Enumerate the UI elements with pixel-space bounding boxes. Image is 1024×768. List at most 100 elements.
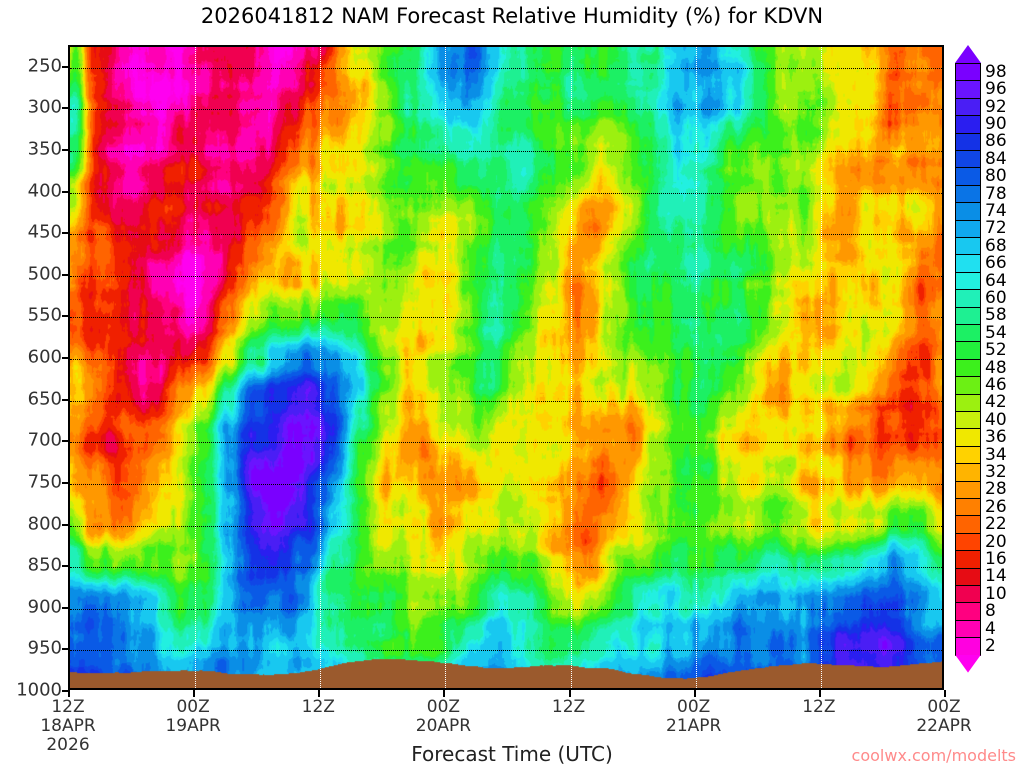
plot-area[interactable] xyxy=(68,45,944,690)
colorbar-tick-label: 20 xyxy=(985,531,1007,552)
colorbar-tick-label: 4 xyxy=(985,618,996,639)
colorbar-swatch[interactable] xyxy=(955,463,981,482)
y-tick-label: 350 xyxy=(27,138,62,160)
colorbar-tick-label: 98 xyxy=(985,61,1007,82)
y-tick-label: 650 xyxy=(27,388,62,410)
colorbar-legend[interactable]: 98 96 92 90 86 84 80 78 74 72 68 66 64 60 58 54 52 48 46 42… xyxy=(955,45,1007,673)
x-tick-mark xyxy=(818,690,821,697)
x-tick-date: 18APR xyxy=(40,716,96,736)
colorbar-swatch[interactable] xyxy=(955,324,981,343)
colorbar-swatch[interactable] xyxy=(955,411,981,430)
colorbar-swatch[interactable] xyxy=(955,254,981,273)
colorbar-swatch[interactable] xyxy=(955,619,981,639)
colorbar-tick-label: 60 xyxy=(985,287,1007,308)
y-tick-label: 300 xyxy=(27,96,62,118)
x-tick-mark xyxy=(68,690,70,697)
colorbar-swatch[interactable] xyxy=(955,219,981,238)
y-tick-label: 250 xyxy=(27,55,62,77)
y-tick-label: 950 xyxy=(27,637,62,659)
x-tick-mark xyxy=(568,690,571,697)
colorbar-tick-label: 8 xyxy=(985,601,996,622)
colorbar-swatch[interactable] xyxy=(955,237,981,256)
colorbar-tick-label: 64 xyxy=(985,270,1007,291)
y-tick-label: 700 xyxy=(27,429,62,451)
colorbar-tick-label: 16 xyxy=(985,548,1007,569)
colorbar-swatch[interactable] xyxy=(955,167,981,186)
colorbar-tick-label: 32 xyxy=(985,461,1007,482)
colorbar-swatch[interactable] xyxy=(955,515,981,534)
colorbar-swatch[interactable] xyxy=(955,602,981,621)
colorbar-tick-label: 58 xyxy=(985,305,1007,326)
colorbar-tick-label: 10 xyxy=(985,583,1007,604)
x-tick-label: 12Z xyxy=(302,698,335,717)
colorbar-swatch[interactable] xyxy=(955,358,981,378)
colorbar-tick-label: 28 xyxy=(985,479,1007,500)
colorbar-swatch[interactable] xyxy=(955,480,981,499)
y-axis: 250 300 350 400 450 500 550 600 650 700 750 800 850 9… xyxy=(0,0,68,768)
x-tick-label: 00Z 20APR xyxy=(416,698,471,736)
x-tick-label: 00Z 21APR xyxy=(666,698,721,736)
x-axis: 12Z 18APR 2026 00Z 19APR 12Z 00Z 20APR 12Z 00Z 21A… xyxy=(0,690,1024,768)
colorbar-swatch[interactable] xyxy=(955,289,981,308)
colorbar-swatch[interactable] xyxy=(955,445,981,465)
x-tick-time: 00Z xyxy=(927,697,961,717)
colorbar-swatch[interactable] xyxy=(955,202,981,221)
y-tick-mark xyxy=(62,232,68,235)
y-tick-label: 800 xyxy=(27,513,62,535)
x-tick-time: 12Z xyxy=(551,697,586,717)
page-title: 2026041812 NAM Forecast Relative Humidit… xyxy=(200,4,824,28)
colorbar-tick-label: 68 xyxy=(985,235,1007,256)
x-tick-time: 00Z xyxy=(426,697,461,717)
colorbar-tick-label: 80 xyxy=(985,166,1007,187)
colorbar-tick-label: 40 xyxy=(985,409,1007,430)
colorbar-swatch[interactable] xyxy=(955,567,981,586)
x-tick-date: 20APR xyxy=(415,716,472,736)
y-tick-mark xyxy=(62,315,68,318)
colorbar-tick-label: 90 xyxy=(985,113,1007,134)
colorbar-tick-label: 46 xyxy=(985,374,1007,395)
colorbar-tick-label: 52 xyxy=(985,340,1007,361)
y-tick-mark xyxy=(62,357,68,360)
x-tick-time: 00Z xyxy=(176,697,210,717)
colorbar-swatch[interactable] xyxy=(955,97,981,117)
colorbar-swatch[interactable] xyxy=(955,428,981,447)
colorbar-swatch[interactable] xyxy=(955,341,981,360)
y-tick-mark xyxy=(62,690,68,692)
colorbar-swatch[interactable] xyxy=(955,637,981,656)
y-tick-mark xyxy=(62,606,68,609)
colorbar-swatch[interactable] xyxy=(955,376,981,395)
humidity-field-canvas xyxy=(70,47,942,688)
colorbar-swatch[interactable] xyxy=(955,184,981,204)
colorbar-swatch[interactable] xyxy=(955,306,981,325)
colorbar-swatch[interactable] xyxy=(955,585,981,604)
colorbar-swatch[interactable] xyxy=(955,115,981,134)
colorbar-tick-label: 22 xyxy=(985,514,1007,535)
colorbar-swatch[interactable] xyxy=(955,150,981,169)
x-tick-mark xyxy=(693,690,696,697)
colorbar-swatch[interactable] xyxy=(955,80,981,99)
colorbar-tick-label: 96 xyxy=(985,79,1007,100)
x-tick-time: 12Z xyxy=(301,697,335,717)
x-tick-time: 00Z xyxy=(677,697,711,717)
y-tick-mark xyxy=(62,440,68,443)
colorbar-swatch[interactable] xyxy=(955,271,981,291)
colorbar-tick-label: 14 xyxy=(985,566,1007,587)
x-tick-label: 00Z 19APR xyxy=(165,698,220,736)
colorbar-tick-label: 66 xyxy=(985,253,1007,274)
colorbar-swatch[interactable] xyxy=(955,532,981,552)
colorbar-swatch[interactable] xyxy=(955,63,981,82)
colorbar-swatch[interactable] xyxy=(955,132,981,151)
x-tick-year: 2026 xyxy=(46,735,90,755)
x-tick-mark xyxy=(318,690,321,697)
colorbar-tick-label: 72 xyxy=(985,218,1007,239)
colorbar-top-arrow xyxy=(955,45,981,63)
colorbar-swatch[interactable] xyxy=(955,393,981,412)
x-tick-label: 00Z 22APR xyxy=(916,698,971,736)
y-tick-label: 450 xyxy=(27,221,62,243)
colorbar-tick-label: 54 xyxy=(985,322,1007,343)
colorbar-swatch[interactable] xyxy=(955,550,981,569)
y-tick-mark xyxy=(62,565,68,568)
colorbar-tick-label: 2 xyxy=(985,635,996,656)
colorbar-swatch[interactable] xyxy=(955,498,981,517)
x-tick-date: 19APR xyxy=(165,716,221,736)
